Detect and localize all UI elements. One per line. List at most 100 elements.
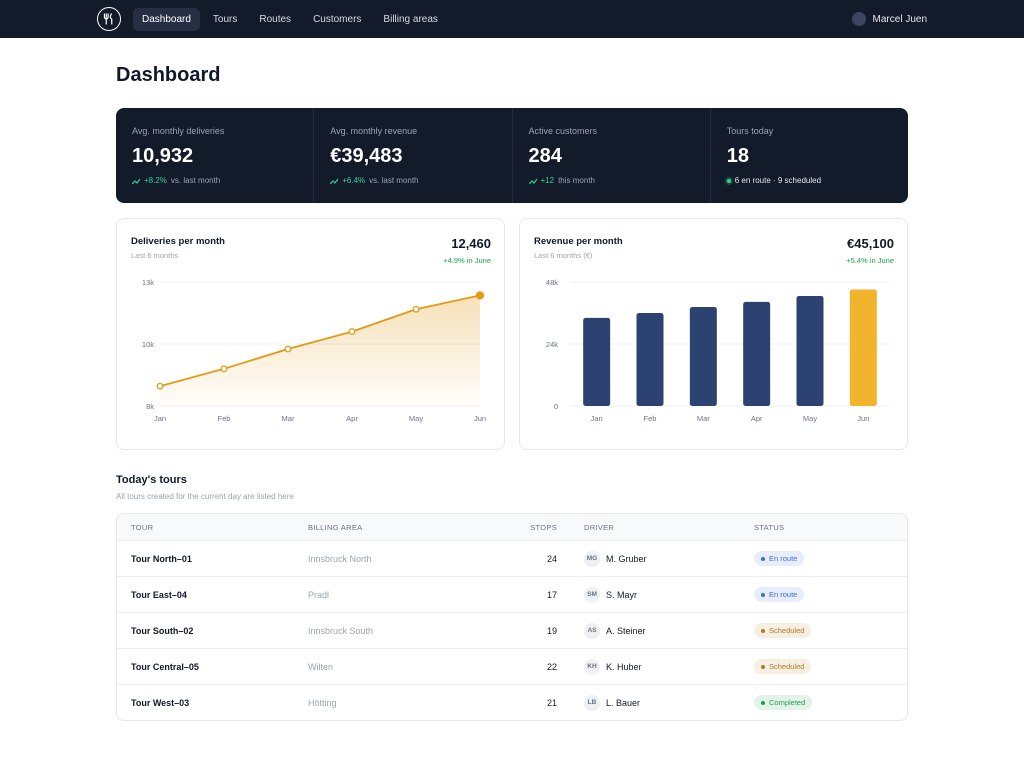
stat-change: +12 this month <box>528 176 694 185</box>
stat-note: vs. last month <box>170 176 221 185</box>
y-tick-label: 10k <box>142 340 154 349</box>
status-badge: Completed <box>754 695 813 710</box>
user-menu[interactable]: Marcel Juen <box>851 12 927 26</box>
driver: LB L. Bauer <box>557 694 754 711</box>
y-tick-label: 13k <box>142 278 154 287</box>
stat-card: Active customers 284 +12 this month <box>511 108 710 203</box>
stat-card: Avg. monthly revenue €39,483 +6.4% vs. last… <box>313 108 511 203</box>
status-dot <box>726 178 731 183</box>
area <box>160 295 480 406</box>
driver-initials: LB <box>584 694 600 711</box>
stats-panel: Avg. monthly deliveries 10,932 +8.2% vs. la… <box>116 108 908 203</box>
stat-change-value: +8.2% <box>144 176 167 185</box>
status-cell: Scheduled <box>754 623 907 638</box>
stat-change-value: +6.4% <box>342 176 366 185</box>
y-tick-label: 48k <box>546 278 558 287</box>
status-dot <box>761 664 765 669</box>
point <box>475 291 485 300</box>
status-dot <box>761 556 765 561</box>
table-header: TOUR BILLING AREA STOPS DRIVER STATUS <box>117 514 907 540</box>
stat-value: €39,483 <box>330 145 403 167</box>
billing-area: Hötting <box>308 697 337 708</box>
status-cell: En route <box>754 551 907 566</box>
stat-label: Tours today <box>726 126 774 136</box>
logo[interactable] <box>97 7 121 31</box>
x-tick-label: Feb <box>218 414 231 423</box>
bar <box>743 301 771 406</box>
status-badge: En route <box>754 551 805 566</box>
trend-icon <box>528 178 537 184</box>
point <box>412 305 420 313</box>
billing-area: Innsbruck North <box>308 553 372 564</box>
status-badge: Scheduled <box>754 659 812 674</box>
stat-change: +6.4% vs. last month <box>330 176 495 185</box>
x-tick-label: Mar <box>697 414 710 423</box>
column-header: DRIVER <box>584 522 615 532</box>
stat-value: 284 <box>528 145 562 167</box>
stat-note: this month <box>558 176 595 185</box>
top-nav: Dashboard Tours Routes Customers Billing are… <box>0 0 1024 38</box>
tours-table: TOUR BILLING AREA STOPS DRIVER STATUS Tour No… <box>116 513 908 721</box>
y-tick-label: 0 <box>554 402 558 411</box>
bar <box>583 317 611 406</box>
driver-name: M. Gruber <box>606 553 647 564</box>
status-label: En route <box>769 590 798 599</box>
table-row[interactable]: Tour Central–05 Wilten 22 KH K. Huber Schedul… <box>117 648 907 684</box>
stat-card: Avg. monthly deliveries 10,932 +8.2% vs. la… <box>116 108 313 203</box>
status-dot <box>761 700 765 705</box>
status-cell: En route <box>754 587 907 602</box>
chart-subtitle: Last 6 months <box>131 251 178 260</box>
nav-item[interactable]: Customers <box>313 14 362 25</box>
stat-change: 6 en route · 9 scheduled <box>726 176 892 185</box>
table-row[interactable]: Tour East–04 Pradl 17 SM S. Mayr En route <box>117 576 907 612</box>
table-row[interactable]: Tour North–01 Innsbruck North 24 MG M. Grube… <box>117 540 907 576</box>
tour-name: Tour Central–05 <box>131 661 199 672</box>
section-title: Today's tours <box>116 474 187 486</box>
x-tick-label: Jan <box>154 414 166 423</box>
stops: 21 <box>546 697 557 708</box>
stat-note: 6 en route · 9 scheduled <box>734 176 822 185</box>
x-tick-label: Apr <box>751 414 763 423</box>
table-row[interactable]: Tour South–02 Innsbruck South 19 AS A. Stein… <box>117 612 907 648</box>
x-tick-label: Jun <box>474 414 486 423</box>
bar <box>796 295 824 406</box>
point <box>220 365 228 373</box>
driver-initials: AS <box>584 622 600 639</box>
stat-label: Avg. monthly revenue <box>330 126 418 136</box>
status-badge: Scheduled <box>754 623 812 638</box>
nav-items: Dashboard Tours Routes Customers Billing are… <box>133 8 447 31</box>
chart-change: +4.9% in June <box>443 256 491 265</box>
table-row[interactable]: Tour West–03 Hötting 21 LB L. Bauer Completed <box>117 684 907 720</box>
line <box>159 294 481 388</box>
chart-card: Revenue per month Last 6 months (€) €45,10… <box>519 218 908 450</box>
column-header: TOUR <box>131 522 154 532</box>
trend-icon <box>132 178 140 184</box>
tour-name: Tour West–03 <box>131 697 190 708</box>
driver-name: L. Bauer <box>606 697 641 708</box>
driver-name: K. Huber <box>606 661 642 672</box>
tour-name: Tour South–02 <box>131 625 194 636</box>
chart: Revenue per month Last 6 months (€) €45,10… <box>534 236 894 423</box>
tour-name: Tour North–01 <box>131 553 192 564</box>
status-label: Completed <box>769 698 806 707</box>
status-dot <box>761 592 765 597</box>
y-tick-label: 8k <box>146 402 154 411</box>
stops: 24 <box>546 553 557 564</box>
status-label: En route <box>769 554 798 563</box>
billing-area: Wilten <box>308 661 334 672</box>
billing-area: Pradl <box>308 589 330 600</box>
nav-item[interactable]: Tours <box>212 14 238 25</box>
status-badge: En route <box>754 587 805 602</box>
chart: Deliveries per month Last 6 months 12,460 +… <box>131 236 491 423</box>
stat-card: Tours today 18 6 en route · 9 scheduled <box>709 108 908 203</box>
stat-change: +8.2% vs. last month <box>132 176 297 185</box>
nav-item[interactable]: Billing areas <box>383 14 438 25</box>
chart-change: +5.4% in June <box>846 256 894 265</box>
trend-icon <box>330 178 339 184</box>
chart-subtitle: Last 6 months (€) <box>534 251 593 260</box>
nav-item[interactable]: Routes <box>259 14 292 25</box>
chart-title: Revenue per month <box>534 236 623 247</box>
nav-item[interactable]: Dashboard <box>133 8 200 31</box>
page-title: Dashboard <box>116 64 221 86</box>
